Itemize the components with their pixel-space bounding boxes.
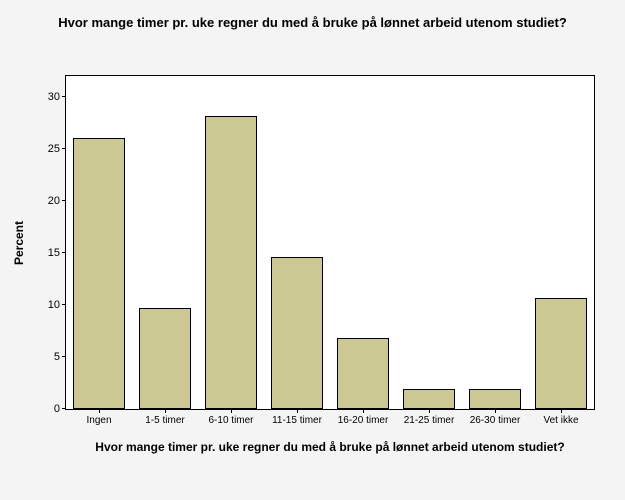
x-tick-mark (561, 409, 562, 413)
bar (469, 389, 520, 409)
y-tick-mark (62, 96, 66, 97)
y-tick-mark (62, 200, 66, 201)
chart-container: Hvor mange timer pr. uke regner du med å… (0, 0, 625, 500)
x-tick-mark (429, 409, 430, 413)
bar (205, 116, 256, 409)
y-tick-mark (62, 408, 66, 409)
x-axis-label: Hvor mange timer pr. uke regner du med å… (65, 440, 595, 456)
bar (535, 298, 586, 409)
x-tick-mark (363, 409, 364, 413)
x-tick-mark (495, 409, 496, 413)
y-tick-mark (62, 356, 66, 357)
y-axis-label: Percent (10, 75, 28, 410)
bar (271, 257, 322, 409)
bar (403, 389, 454, 409)
y-tick-label: 5 (54, 351, 66, 363)
bar (139, 308, 190, 409)
y-tick-label: 30 (48, 91, 66, 103)
plot-area: 051015202530Ingen1-5 timer6-10 timer11-1… (65, 75, 595, 410)
y-tick-mark (62, 252, 66, 253)
y-axis-label-text: Percent (12, 220, 26, 264)
chart-title: Hvor mange timer pr. uke regner du med å… (0, 0, 625, 42)
y-tick-label: 0 (54, 403, 66, 415)
y-tick-mark (62, 304, 66, 305)
y-tick-label: 10 (48, 299, 66, 311)
bar (73, 138, 124, 409)
x-tick-mark (99, 409, 100, 413)
y-tick-label: 20 (48, 195, 66, 207)
x-tick-mark (165, 409, 166, 413)
x-tick-mark (297, 409, 298, 413)
bar (337, 338, 388, 409)
y-tick-label: 15 (48, 247, 66, 259)
x-tick-mark (231, 409, 232, 413)
y-tick-mark (62, 148, 66, 149)
y-tick-label: 25 (48, 143, 66, 155)
